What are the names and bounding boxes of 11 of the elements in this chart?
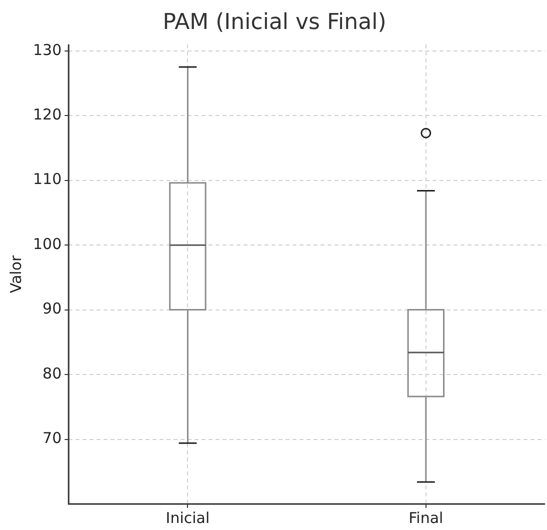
y-axis-title: Valor <box>6 254 25 294</box>
x-tick-label: Inicial <box>166 508 210 527</box>
chart-title: PAM (Inicial vs Final) <box>162 10 386 35</box>
y-tick-label: 70 <box>42 429 62 448</box>
y-tick-label: 80 <box>42 364 62 382</box>
y-tick-label: 120 <box>32 105 62 124</box>
y-tick-label: 130 <box>32 40 62 59</box>
x-tick-label: Final <box>408 508 444 527</box>
y-tick-label: 90 <box>42 300 62 318</box>
y-tick-label: 100 <box>32 234 62 253</box>
y-tick-label: 110 <box>32 170 62 188</box>
